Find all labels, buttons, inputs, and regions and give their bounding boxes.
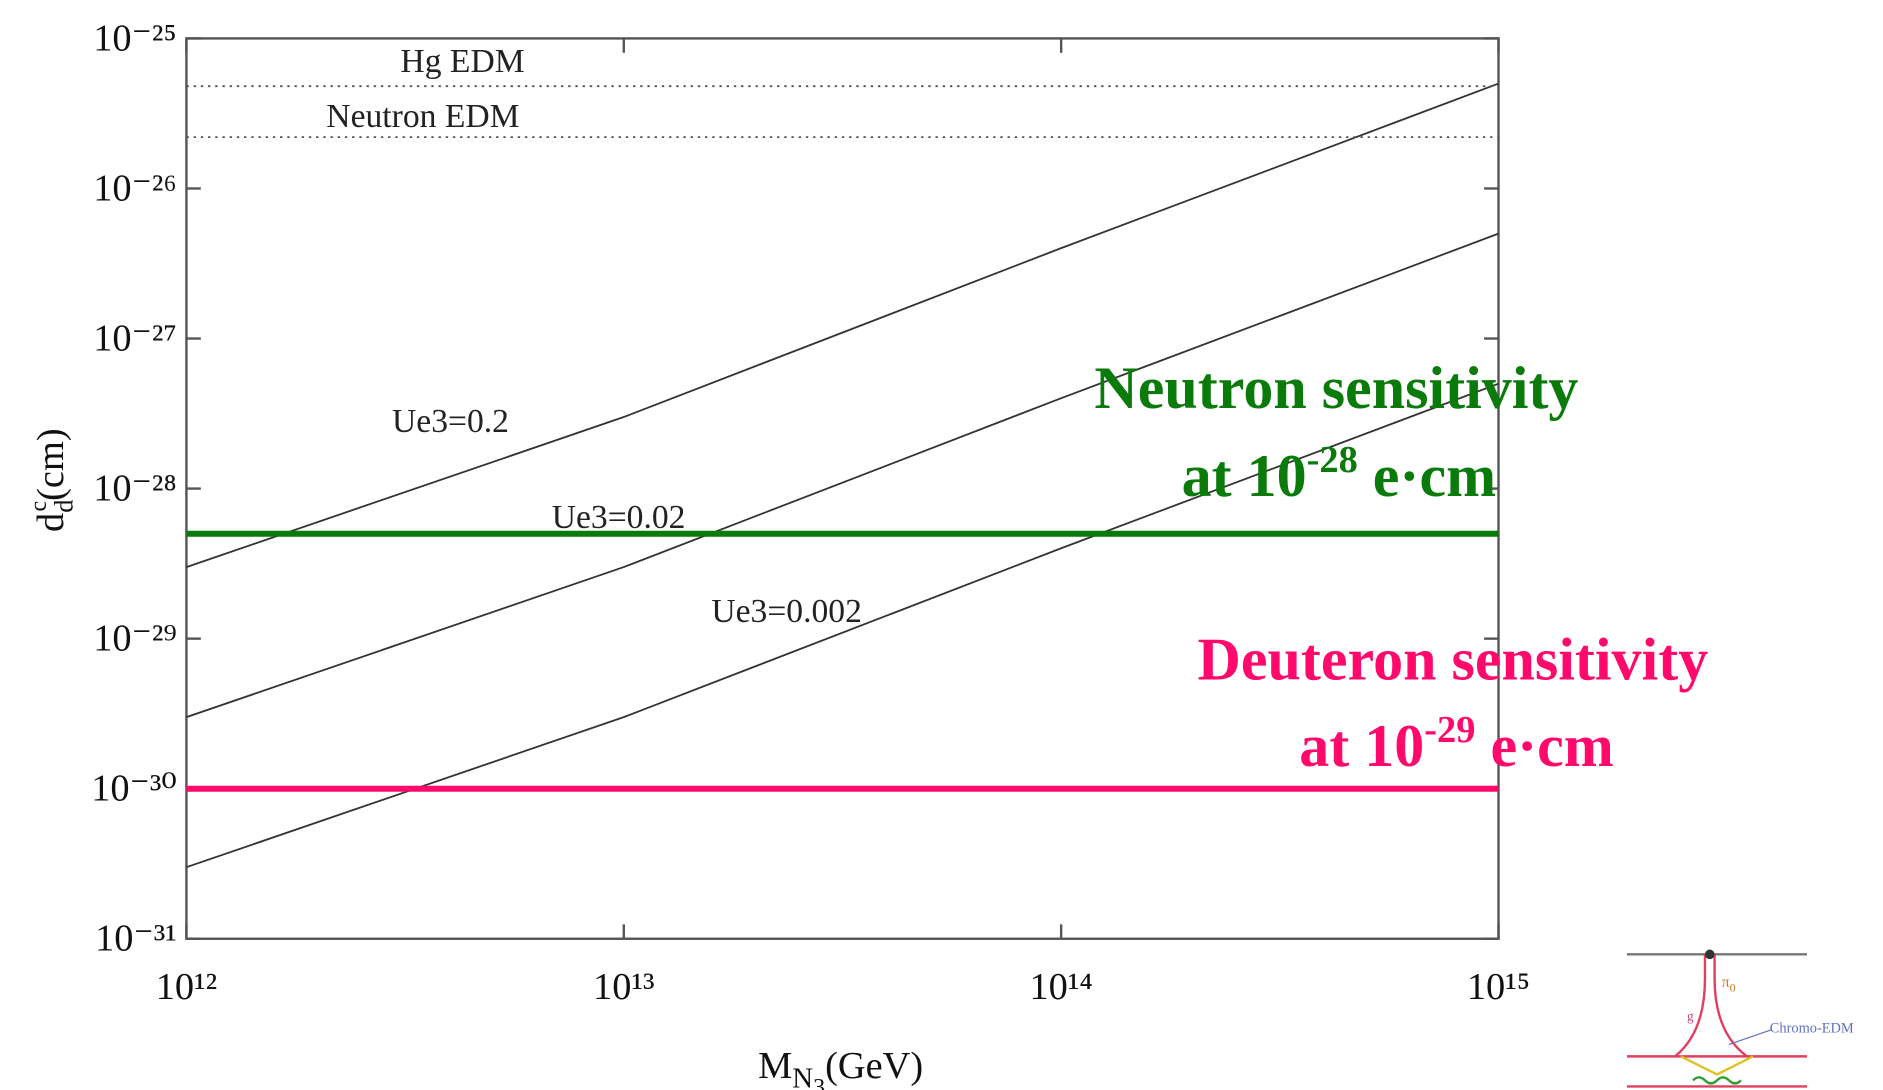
annotation: at 10-29 e·cm — [1299, 709, 1614, 779]
x-axis-label: MN3(GeV) — [758, 1045, 923, 1090]
y-label-base: d — [30, 513, 72, 532]
y-tick-label: 10⁻³⁰ — [91, 768, 177, 810]
inset-gluon-label: g — [1687, 1008, 1694, 1023]
inset-pi: π0 — [1722, 974, 1736, 995]
annotation-part: at 10 — [1299, 713, 1424, 779]
series-label: Ue3=0.2 — [392, 403, 509, 440]
y-tick-label: 10⁻²⁵ — [93, 17, 177, 59]
inset-vertex — [1704, 949, 1715, 960]
y-tick-label: 10⁻²⁷ — [93, 318, 177, 360]
x-tick-label: 10¹⁴ — [1029, 966, 1092, 1008]
y-tick-label: 10⁻²⁸ — [93, 468, 177, 510]
annotation-part: e·cm — [1475, 713, 1613, 779]
y-tick-label: 10⁻²⁶ — [93, 167, 177, 209]
x-tick-label: 10¹³ — [593, 966, 654, 1008]
inset-label: Chromo-EDM — [1770, 1020, 1854, 1036]
inset-wave — [1692, 1076, 1742, 1085]
inset-diagram: π0 g Chromo-EDM — [1626, 949, 1854, 1088]
annotation: Neutron sensitivity — [1094, 355, 1578, 421]
series-label: Neutron EDM — [326, 98, 519, 135]
x-label-base: M — [758, 1045, 792, 1087]
x-tick-label: 10¹² — [156, 966, 217, 1008]
inset-pointer — [1728, 1029, 1772, 1045]
series-label: Hg EDM — [400, 43, 524, 80]
annotation: Deuteron sensitivity — [1198, 626, 1709, 692]
x-label-subsub: 3 — [813, 1075, 825, 1090]
y-axis-label: ddc(cm) — [26, 428, 78, 532]
x-label-sub: N — [792, 1063, 813, 1090]
annotation-sup: -28 — [1307, 439, 1358, 481]
annotation-sup: -29 — [1424, 709, 1475, 751]
y-label-unit: (cm) — [30, 428, 72, 500]
y-tick-label: 10⁻³¹ — [95, 918, 177, 960]
series-label: Ue3=0.02 — [552, 499, 686, 536]
y-tick-label: 10⁻²⁹ — [93, 618, 177, 660]
y-label-sub: d — [48, 500, 78, 513]
annotation-part: e·cm — [1358, 443, 1496, 509]
x-tick-label: 10¹⁵ — [1467, 966, 1530, 1008]
series-label: Ue3=0.002 — [711, 593, 862, 630]
inset-pi-sub: 0 — [1730, 981, 1736, 995]
annotation: at 10-28 e·cm — [1182, 439, 1497, 509]
annotation-part: at 10 — [1182, 443, 1307, 509]
inset-quark — [1674, 954, 1748, 1058]
series-line — [186, 82, 1499, 568]
inset-pi-text: π — [1722, 974, 1730, 991]
series-line — [186, 382, 1499, 869]
x-label-unit: (GeV) — [825, 1045, 923, 1087]
series-line — [186, 232, 1499, 718]
y-label-sup: c — [26, 501, 52, 512]
inset-gluon — [1680, 1055, 1754, 1076]
